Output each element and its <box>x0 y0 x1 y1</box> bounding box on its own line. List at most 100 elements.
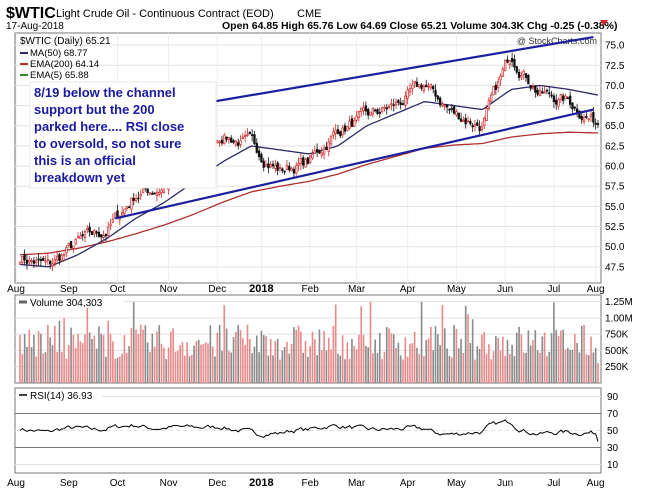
volume-bar <box>167 347 170 383</box>
month-label: Mar <box>348 478 366 489</box>
candle-body <box>445 104 449 108</box>
volume-bar <box>253 346 256 383</box>
watermark: @ StockCharts.com <box>517 36 597 46</box>
legend-ema200: EMA(200) 64.14 <box>30 59 99 70</box>
volume-bar <box>360 306 363 383</box>
candle-body <box>93 230 96 235</box>
volume-bar <box>430 326 432 383</box>
volume-bar <box>587 355 590 383</box>
candle-body <box>141 188 145 194</box>
candle-body <box>520 75 523 78</box>
candle-body <box>413 81 416 84</box>
candle-body <box>218 141 221 144</box>
candle-body <box>336 129 340 134</box>
volume-bar <box>395 347 397 383</box>
price-tick-label: 55.0 <box>605 202 625 213</box>
rsi-grid <box>15 396 601 465</box>
volume-bar <box>102 335 105 383</box>
candle-body <box>30 260 33 262</box>
volume-bar <box>30 347 33 383</box>
candle-body <box>536 90 539 95</box>
volume-bar <box>576 342 578 383</box>
annotation-line-3: parked here.... RSI close <box>34 119 184 134</box>
candle-body <box>271 163 275 167</box>
volume-bar <box>402 359 404 383</box>
volume-bar <box>367 347 370 383</box>
month-label: 2018 <box>249 283 273 295</box>
candle-body <box>86 228 89 230</box>
candle-body <box>155 191 159 197</box>
candle-body <box>568 95 572 105</box>
candle-body <box>459 118 463 122</box>
candle-body <box>102 235 105 238</box>
volume-bar <box>564 349 567 383</box>
volume-bar <box>65 358 68 383</box>
volume-bar <box>418 354 421 383</box>
candle-body <box>397 99 400 103</box>
candle-body <box>260 154 263 163</box>
rsi-tick-label: 90 <box>607 392 619 403</box>
volume-bar <box>318 329 321 383</box>
volume-bar <box>522 352 525 383</box>
volume-bar <box>58 320 61 383</box>
volume-bar <box>337 353 339 383</box>
candle-body <box>380 107 384 113</box>
volume-bar <box>399 355 402 383</box>
volume-bar <box>358 334 360 383</box>
candle-body <box>527 75 530 85</box>
candle-body <box>69 241 73 249</box>
volume-bar <box>351 339 353 383</box>
candle-body <box>343 125 347 132</box>
candle-body <box>362 107 365 111</box>
volume-bar <box>262 335 265 383</box>
candle-body <box>241 136 245 139</box>
candle-body <box>578 110 581 119</box>
volume-bar <box>320 350 323 383</box>
candle-body <box>420 84 423 89</box>
candle-body <box>278 167 282 169</box>
candle-body <box>531 86 535 89</box>
volume-bar <box>409 343 411 383</box>
candle-body <box>111 218 115 223</box>
candle-body <box>132 197 135 201</box>
candle-body <box>473 124 477 127</box>
candle-body <box>418 84 421 88</box>
volume-bar <box>434 326 437 383</box>
volume-bar <box>274 341 277 383</box>
candle-body <box>585 115 588 118</box>
volume-bar <box>281 350 284 383</box>
candle-body <box>304 159 307 168</box>
volume-label: Volume 304,303 <box>30 298 103 309</box>
candle-body <box>107 226 110 237</box>
volume-bar <box>170 331 172 383</box>
volume-bar <box>388 328 390 383</box>
volume-bar <box>60 351 63 383</box>
volume-bar <box>488 344 490 383</box>
volume-bar <box>211 346 214 383</box>
volume-bar <box>63 318 65 383</box>
month-label: Feb <box>302 284 320 295</box>
volume-bar <box>385 326 388 383</box>
candle-body <box>239 139 242 145</box>
candle-body <box>508 60 511 65</box>
volume-bar <box>453 325 455 383</box>
candle-body <box>441 103 444 107</box>
rsi-path <box>19 419 599 442</box>
volume-bar <box>293 327 295 383</box>
price-tick-label: 65.0 <box>605 121 625 132</box>
candle-body <box>497 81 500 89</box>
chart-date: 17-Aug-2018 <box>6 21 64 32</box>
candle-body <box>137 197 140 200</box>
candle-body <box>257 150 261 158</box>
candle-body <box>348 120 351 129</box>
candle-body <box>357 110 361 118</box>
candle-body <box>322 147 326 155</box>
volume-bar <box>469 342 472 383</box>
volume-bar <box>474 359 476 383</box>
volume-bar <box>460 338 462 383</box>
candle-body <box>237 142 240 147</box>
volume-bar <box>506 339 509 383</box>
volume-bar <box>450 357 453 383</box>
candle-body <box>373 109 377 112</box>
